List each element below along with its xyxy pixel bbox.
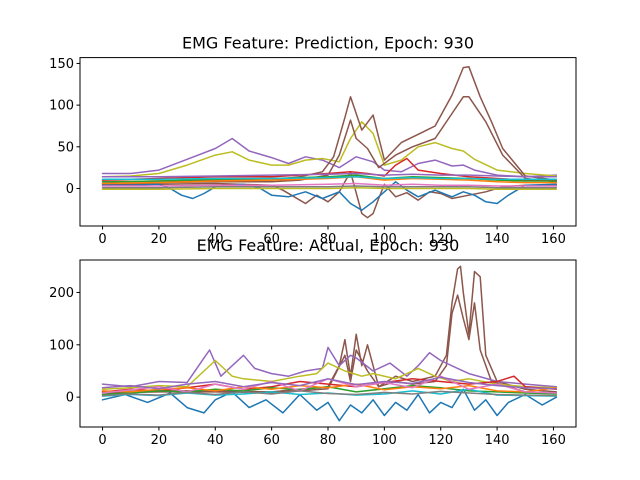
prediction-y-tick-label: 100 — [49, 99, 74, 114]
actual-series-line-11 — [101, 376, 558, 390]
prediction-x-tick-label: 120 — [428, 232, 453, 247]
prediction-series-line-1 — [101, 121, 558, 178]
prediction-series-group — [101, 66, 558, 219]
prediction-x-tick-label: 140 — [485, 232, 510, 247]
actual-x-tick-label: 20 — [151, 433, 168, 448]
prediction-x-tick-label: 60 — [263, 232, 280, 247]
actual-chart: 0 20 40 60 80 100 120 140 160 0 100 200 EMG Feature:… — [49, 236, 577, 448]
prediction-series-line-2 — [101, 66, 558, 183]
actual-x-tick-label: 160 — [541, 433, 566, 448]
prediction-chart-title: EMG Feature: Prediction, Epoch: 930 — [182, 34, 474, 53]
prediction-x-tick-label: 0 — [98, 232, 106, 247]
prediction-x-tick-label: 80 — [320, 232, 337, 247]
prediction-x-tick-label: 160 — [541, 232, 566, 247]
prediction-series-line-8 — [101, 176, 558, 185]
prediction-x-tick-label: 100 — [372, 232, 397, 247]
actual-y-tick-label: 100 — [49, 338, 74, 353]
actual-chart-title: EMG Feature: Actual, Epoch: 930 — [197, 236, 460, 255]
prediction-series-line-13 — [101, 172, 558, 178]
prediction-series-line-3 — [101, 96, 558, 185]
actual-series-line-4 — [101, 388, 558, 422]
actual-series-line-10 — [101, 390, 558, 397]
actual-x-tick-label: 80 — [320, 433, 337, 448]
actual-x-tick-label: 100 — [372, 433, 397, 448]
prediction-series-line-0 — [101, 137, 558, 178]
actual-series-line-2 — [101, 346, 558, 388]
prediction-x-tick-label: 20 — [151, 232, 168, 247]
prediction-x-tick-label: 40 — [207, 232, 224, 247]
prediction-series-line-10 — [101, 182, 558, 187]
actual-x-tick-label: 40 — [207, 433, 224, 448]
prediction-series-line-12 — [101, 186, 558, 191]
prediction-y-tick-label: 0 — [66, 182, 74, 197]
actual-series-group — [101, 265, 558, 422]
prediction-y-tick-label: 150 — [49, 57, 74, 72]
actual-x-tick-label: 60 — [263, 433, 280, 448]
prediction-series-line-9 — [101, 176, 558, 181]
actual-y-tick-label: 200 — [49, 286, 74, 301]
prediction-series-line-5 — [101, 181, 558, 211]
prediction-series-line-4 — [101, 171, 558, 219]
actual-x-tick-label: 140 — [485, 433, 510, 448]
actual-y-tick-label: 0 — [66, 391, 74, 406]
prediction-series-line-11 — [101, 185, 558, 189]
prediction-chart: 0 20 40 60 80 100 120 140 160 0 50 100 150 EMG Featur… — [49, 34, 577, 247]
actual-x-tick-label: 0 — [98, 433, 106, 448]
prediction-series-line-6 — [101, 157, 558, 181]
prediction-y-tick-label: 50 — [57, 140, 74, 155]
actual-x-tick-label: 120 — [428, 433, 453, 448]
